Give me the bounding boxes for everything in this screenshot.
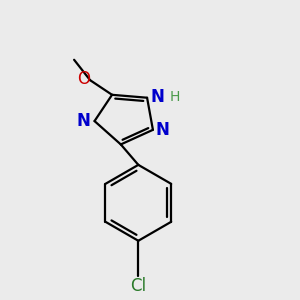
Text: N: N	[150, 88, 164, 106]
Text: H: H	[170, 90, 180, 104]
Text: O: O	[77, 70, 90, 88]
Text: N: N	[156, 122, 170, 140]
Text: N: N	[76, 112, 90, 130]
Text: Cl: Cl	[130, 277, 146, 295]
